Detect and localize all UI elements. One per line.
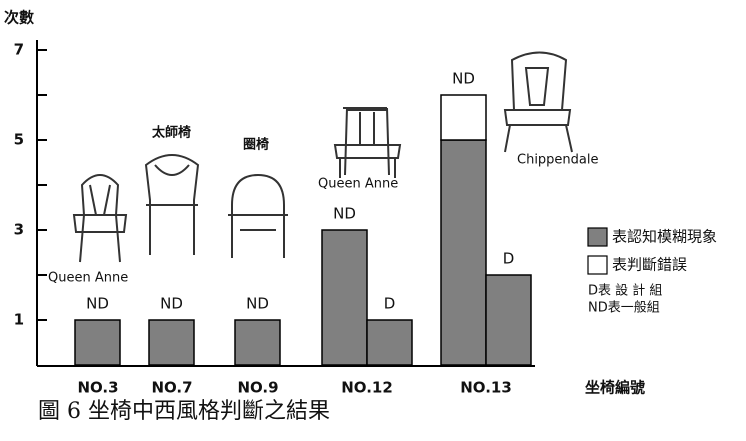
bar-label: D [503,250,515,268]
chair-label: Chippendale [517,153,599,168]
y-tick-label: 7 [14,41,24,59]
caption: 圖 6 坐椅中西風格判斷之結果 [38,399,330,424]
bar-label: ND [333,205,356,223]
legend-swatch [587,227,608,247]
y-tick-label: 3 [14,221,24,239]
y-tick-label: 5 [14,131,24,149]
x-tick-label: NO.7 [151,379,192,397]
legend-swatch [587,255,608,275]
x-tick-label: NO.13 [460,379,512,397]
bar-segment [148,319,195,366]
bar [485,274,532,366]
chair-label: Queen Anne [48,271,128,286]
x-tick-label: NO.12 [341,379,393,397]
legend-label: 表認知模糊現象 [612,228,717,246]
bar-segment [321,229,368,366]
bar-segment [74,319,121,366]
bar-segment [234,319,281,366]
x-tick-label: NO.3 [77,379,118,397]
y-tick-label: 1 [14,311,24,329]
chair-illustration [72,51,573,263]
bar-segment [440,94,487,141]
chair-label: 圈椅 [243,137,269,153]
chair-label: 太師椅 [151,125,191,141]
bar-label: ND [86,295,109,313]
bar-segment [440,139,487,366]
note: ND表一般組 [588,300,660,316]
legend-label: 表判斷錯誤 [612,256,687,274]
bar-label: D [384,295,396,313]
note: D表 設 計 組 [588,283,662,299]
y-axis-label: 次數 [4,9,34,27]
x-tick-label: NO.9 [237,379,278,397]
bar-label: ND [452,70,475,88]
x-axis-label: 坐椅編號 [585,379,645,397]
bar-label: ND [246,295,269,313]
bar [366,319,413,366]
chair-label: Queen Anne [318,177,398,192]
bar-label: ND [160,295,183,313]
